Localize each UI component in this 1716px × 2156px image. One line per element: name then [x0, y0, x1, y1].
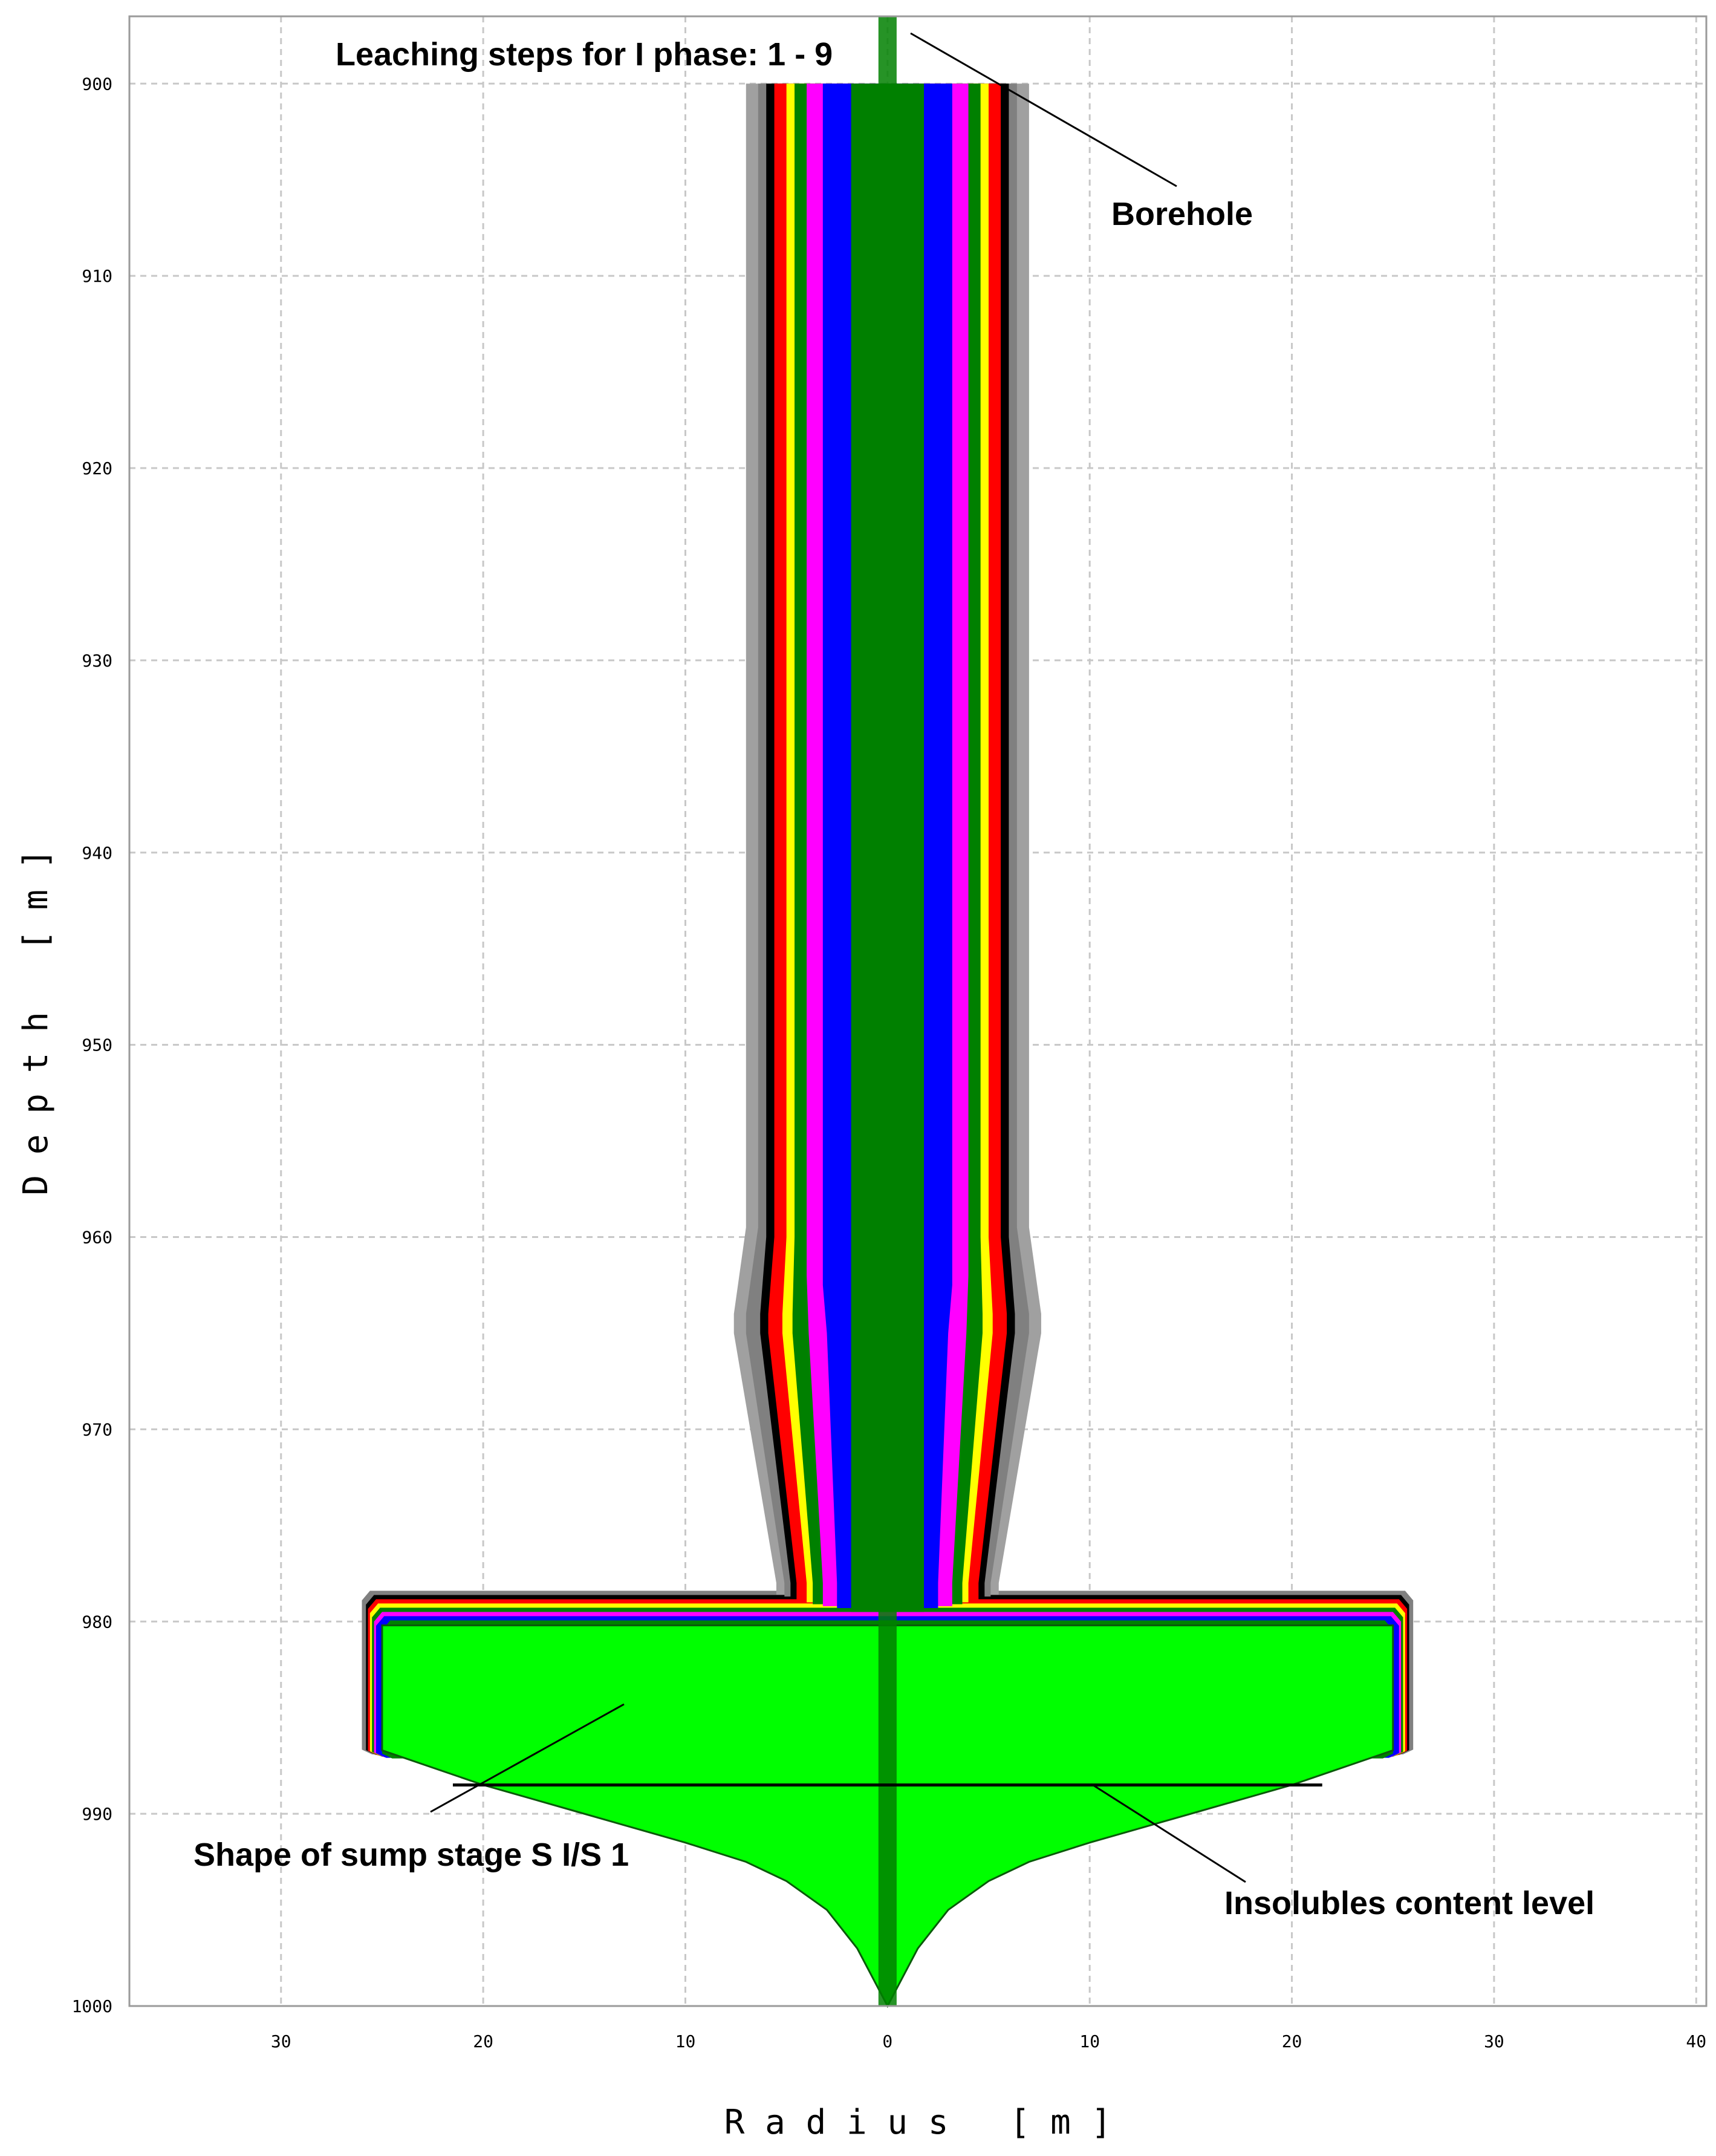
x-axis-title: R a d i u s [ m ] — [724, 2103, 1112, 2142]
x-tick-label: 20 — [473, 2031, 493, 2051]
y-tick-label: 910 — [82, 266, 112, 286]
y-tick-label: 950 — [82, 1035, 112, 1055]
borehole — [878, 16, 897, 2006]
y-tick-label: 900 — [82, 74, 112, 94]
plot-frame — [128, 15, 1708, 2007]
y-tick-label: 970 — [82, 1419, 112, 1439]
y-axis-title: D e p t h [ m ] — [16, 848, 56, 1195]
x-tick-label: 20 — [1282, 2031, 1302, 2051]
plot-area — [362, 16, 1414, 2008]
insolubles-leader-line — [1091, 1783, 1246, 1883]
y-tick-label: 980 — [82, 1612, 112, 1632]
annotation-borehole: Borehole — [1111, 196, 1253, 232]
annotation-insolubles-level: Insolubles content level — [1224, 1885, 1594, 1921]
annotations: Leaching steps for I phase: 1 - 9 Borehol… — [193, 32, 1594, 1921]
y-tick-label: 930 — [82, 651, 112, 671]
y-tick-label: 990 — [82, 1804, 112, 1824]
x-tick-label: 30 — [271, 2031, 291, 2051]
y-tick-label: 960 — [82, 1228, 112, 1248]
x-tick-label: 0 — [882, 2031, 892, 2051]
x-tick-label: 40 — [1686, 2031, 1706, 2051]
x-tick-label: 10 — [675, 2031, 696, 2051]
y-tick-label: 1000 — [72, 1996, 112, 2016]
annotation-leaching-steps: Leaching steps for I phase: 1 - 9 — [336, 36, 833, 73]
y-tick-label: 920 — [82, 458, 112, 478]
annotation-sump-shape: Shape of sump stage S I/S 1 — [193, 1837, 629, 1873]
tick-labels: 30 20 10 0 10 20 30 40 900 910 920 930 940 950 960 970 9… — [72, 74, 1707, 2051]
sump-shape-leader-line — [430, 1703, 625, 1813]
x-tick-label: 30 — [1484, 2031, 1504, 2051]
y-tick-label: 940 — [82, 843, 112, 863]
x-tick-label: 10 — [1079, 2031, 1100, 2051]
borehole-leader-line — [910, 32, 1177, 187]
